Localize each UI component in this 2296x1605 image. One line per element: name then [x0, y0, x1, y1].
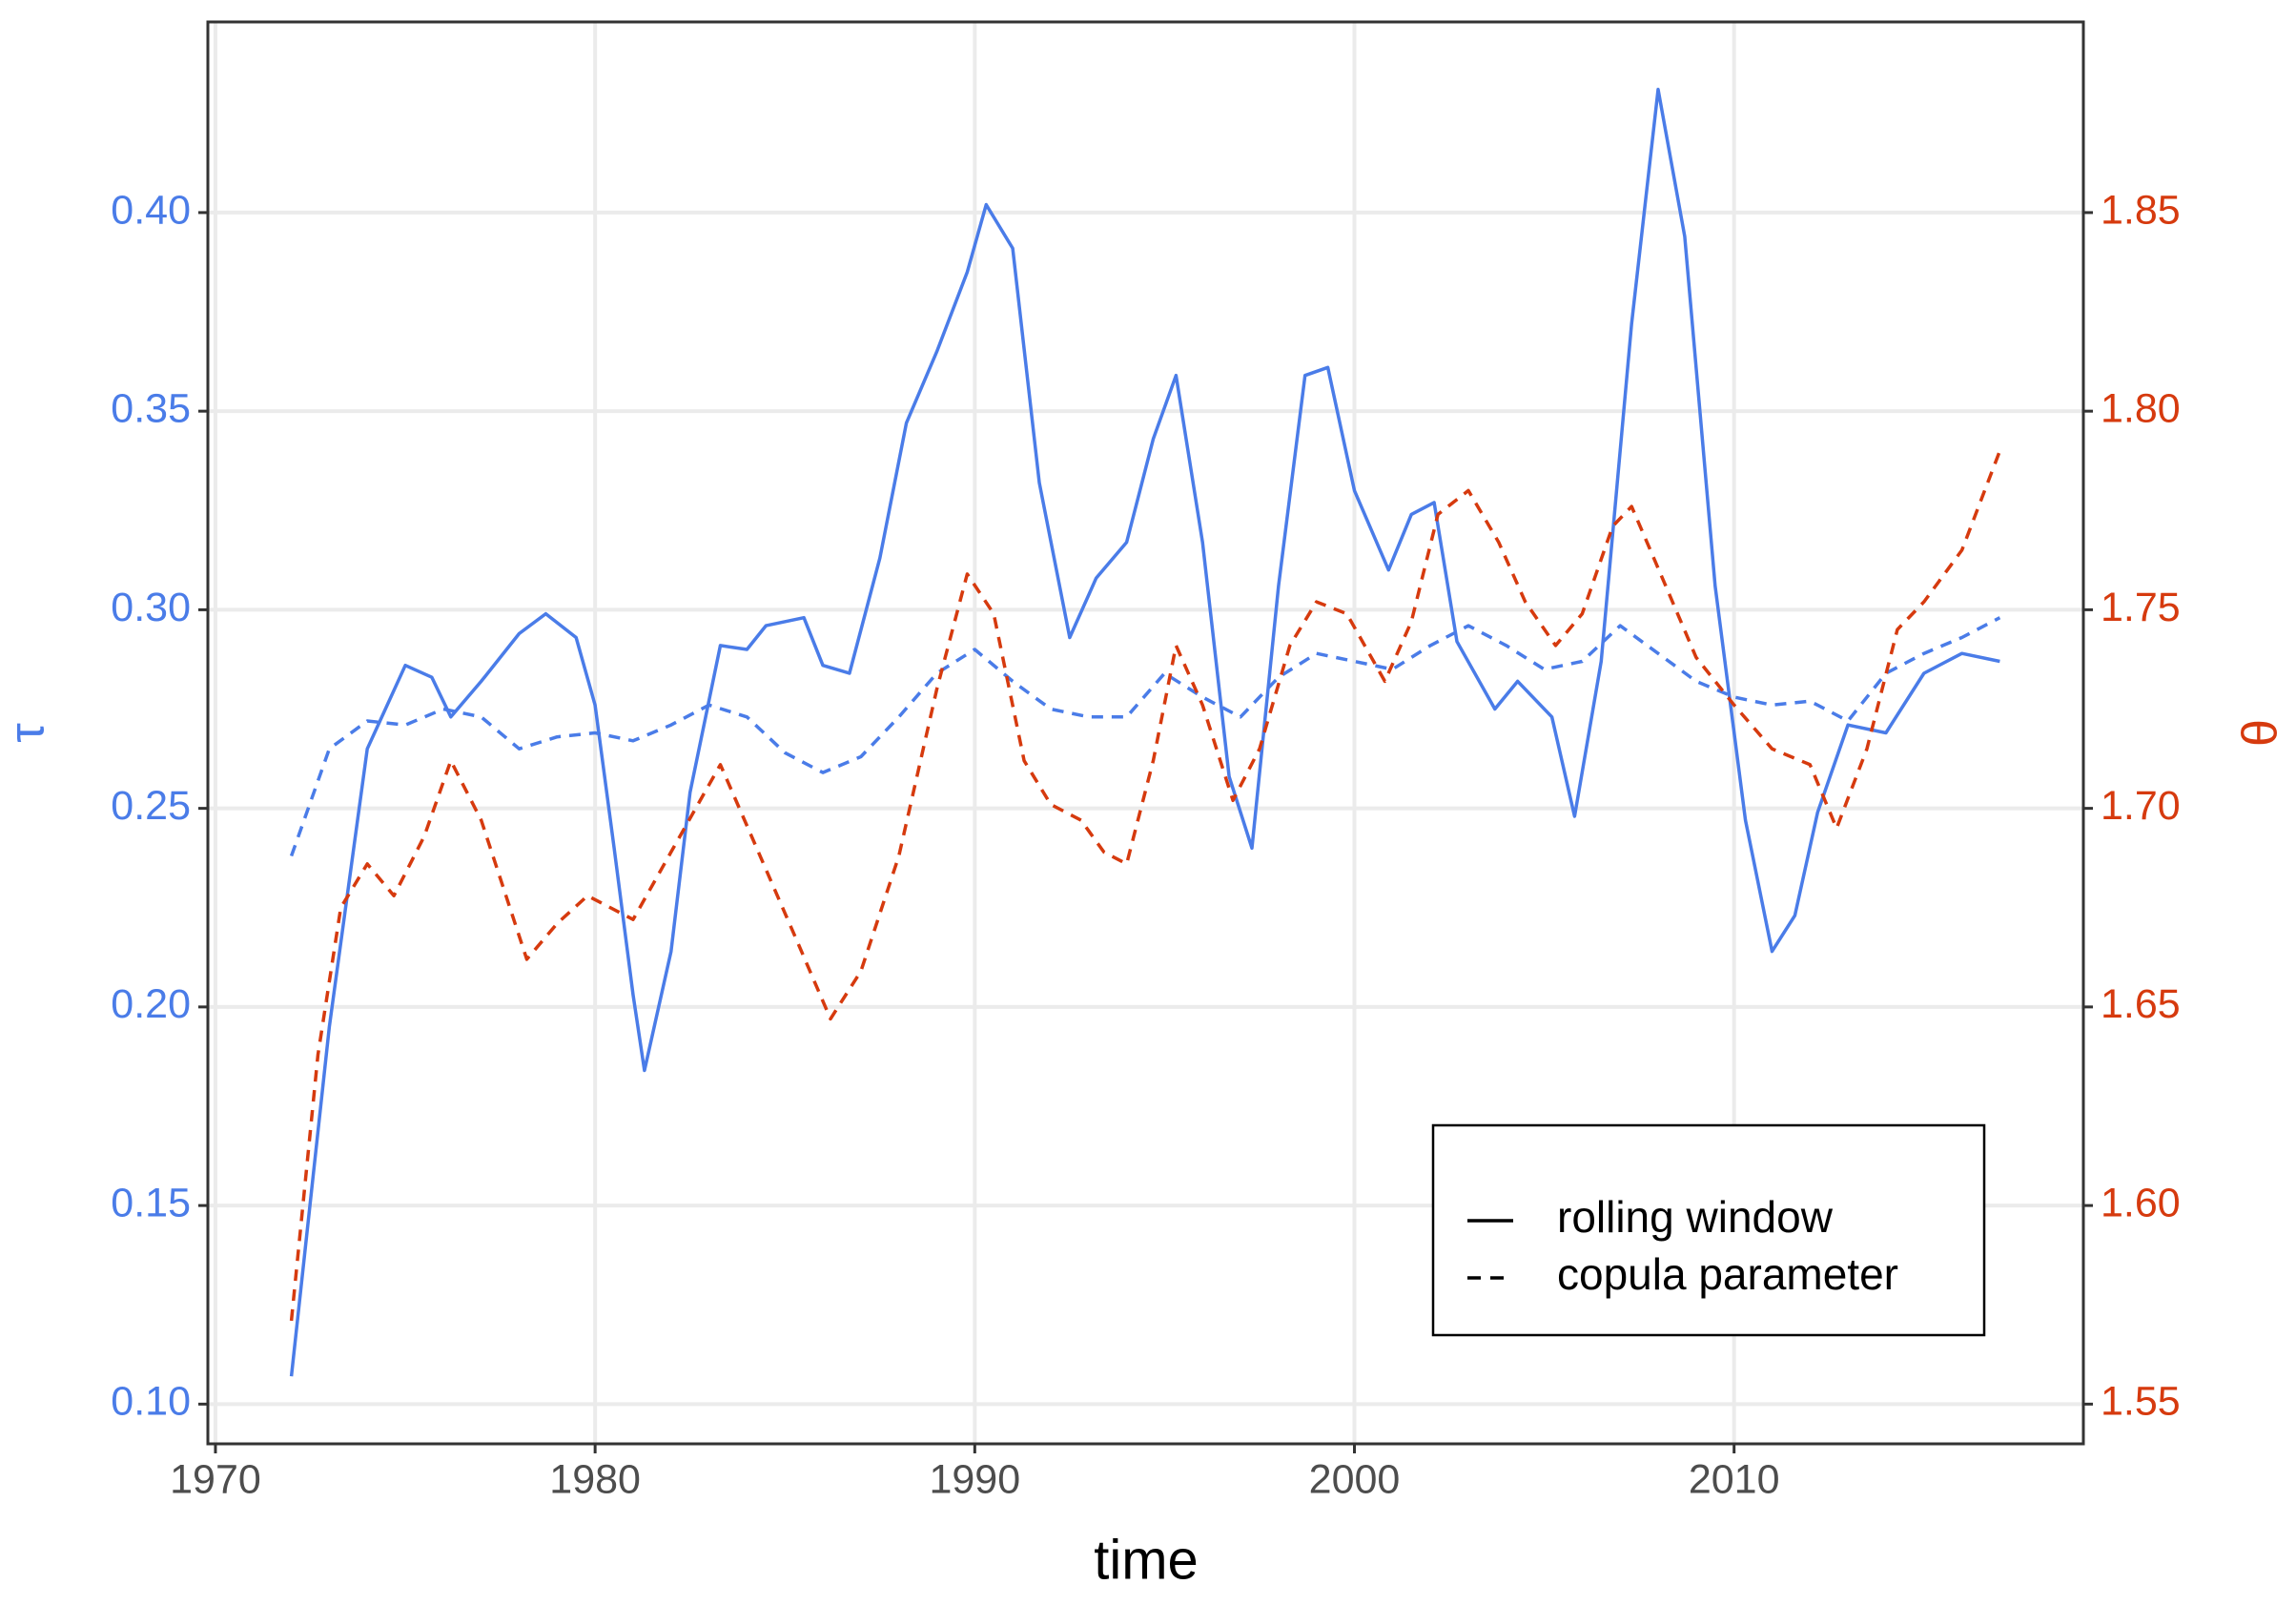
y-axis-title: τ	[0, 723, 55, 743]
x-tick-label: 1990	[929, 1456, 1020, 1502]
x-axis-title: time	[1094, 1529, 1199, 1591]
y2-axis-title: θ	[2233, 719, 2288, 747]
x-tick-label: 1970	[170, 1456, 261, 1502]
y-tick-label: 0.35	[111, 386, 191, 432]
y2-tick-label: 1.85	[2101, 187, 2181, 233]
y2-tick-label: 1.75	[2101, 585, 2181, 630]
y2-tick-label: 1.55	[2101, 1379, 2181, 1425]
line	[289, 450, 2002, 1322]
y-tick-label: 0.15	[111, 1180, 191, 1225]
y-tick-label: 0.25	[111, 783, 191, 829]
legend-box	[1431, 1123, 1986, 1337]
y2-tick-label: 1.70	[2101, 783, 2181, 829]
y2-tick-label: 1.80	[2101, 386, 2181, 432]
panel-border	[206, 20, 2085, 1446]
line	[289, 88, 2000, 1377]
y-tick-label: 0.30	[111, 585, 191, 630]
y-tick-label: 0.20	[111, 981, 191, 1027]
legend-label: copula parameter	[1557, 1249, 1898, 1299]
y-tick-label: 0.10	[111, 1379, 191, 1425]
y2-tick-label: 1.65	[2101, 981, 2181, 1027]
y2-tick-label: 1.60	[2101, 1180, 2181, 1225]
y-tick-label: 0.40	[111, 187, 191, 233]
x-tick-label: 1980	[549, 1456, 641, 1502]
x-tick-label: 2010	[1689, 1456, 1780, 1502]
x-tick-label: 2000	[1309, 1456, 1401, 1502]
line	[289, 616, 2001, 857]
legend-label: rolling window	[1557, 1192, 1834, 1242]
